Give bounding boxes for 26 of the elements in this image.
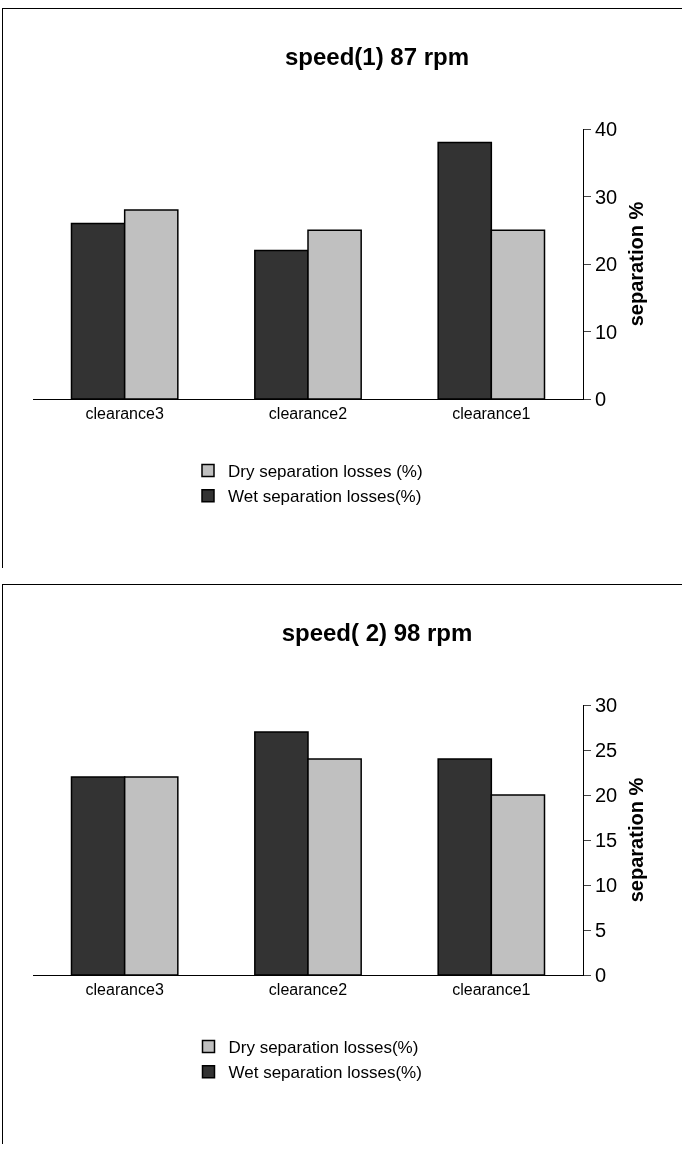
legend-label: Wet separation losses(%) [228,1063,422,1083]
x-tick-label: clearance1 [452,981,531,999]
y-tick-label: 30 [595,185,618,208]
legend-label: Wet separation losses(%) [228,487,422,507]
y-axis-title: separation % [625,201,647,327]
y-tick-label: 25 [595,739,618,761]
y-tick-label: 0 [595,964,607,986]
y-tick-label: 0 [595,388,607,410]
y-axis-title: separation % [625,777,647,903]
y-tick-label: 20 [595,253,618,275]
y-tick-label: 10 [595,874,618,896]
chart-title: speed(1) 87 rpm [284,43,470,70]
x-tick-label: clearance2 [268,981,348,999]
y-tick-label: 15 [595,829,618,851]
x-tick-label: clearance3 [85,981,164,999]
chart-title: speed( 2) 98 rpm [281,619,473,646]
y-tick-label: 5 [595,919,607,941]
x-tick-label: clearance3 [85,405,164,423]
x-tick-label: clearance1 [452,405,531,423]
x-tick-label: clearance2 [268,405,348,423]
legend-label: Dry separation losses (%) [228,462,423,482]
legend-label: Dry separation losses(%) [228,1038,419,1058]
y-tick-label: 20 [595,784,618,806]
y-tick-label: 30 [595,694,618,716]
y-tick-label: 10 [595,320,618,343]
y-tick-label: 40 [595,118,618,140]
